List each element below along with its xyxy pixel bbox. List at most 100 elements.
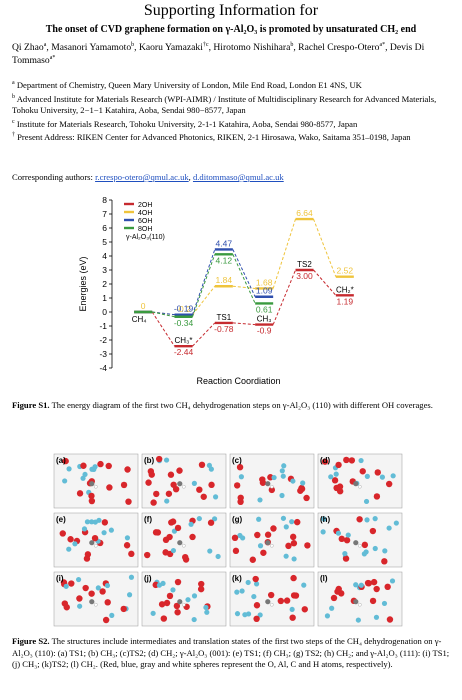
email-link[interactable]: d.ditommaso@qmul.ac.uk [192,172,284,182]
atom [88,590,95,597]
connector [192,254,216,317]
atom [123,542,131,549]
atom [156,582,163,588]
atom [335,530,342,536]
atom [234,589,240,595]
legend-label: 2OH [138,202,152,209]
atom [170,587,176,593]
atom [386,616,394,623]
y-tick-label: -1 [99,321,107,331]
atom [91,534,99,542]
atom [390,473,396,479]
atom [245,579,251,586]
atom [328,474,334,480]
atom [271,474,277,481]
state-label: CH₄ [132,315,147,324]
value-label: 0 [141,301,146,311]
atom [191,480,197,486]
panel-label: (a) [56,456,66,465]
panel-label: (g) [232,515,243,524]
atom [384,583,391,591]
atom [270,525,277,532]
value-label: -0.19 [174,304,194,314]
atom [257,497,263,503]
atom [208,481,215,489]
atom [379,474,385,480]
atom [94,484,98,489]
atom [80,462,87,469]
atom [364,517,370,523]
atom [357,484,362,489]
atom [232,547,240,555]
atom [283,524,289,530]
atom [128,550,135,558]
atom [361,541,369,549]
atom [62,478,68,484]
email-link[interactable]: r.crespo-otero@qmul.ac.uk [95,172,189,182]
atom [174,524,182,532]
atom [167,471,175,478]
affiliation-mark: c [12,118,15,125]
atom [82,471,88,478]
structure-image [141,453,227,509]
y-tick-label: 1 [102,293,107,303]
atom [77,603,83,609]
atom [189,533,196,541]
connector [232,285,256,289]
atom [170,547,177,554]
atom [198,580,205,588]
atom [173,602,181,610]
atom [204,609,210,615]
atom [102,616,110,624]
atom [300,480,306,486]
state-label: TS1 [216,313,231,322]
atom [231,534,239,542]
affiliation: † Present Address: RIKEN Center for Adva… [12,132,450,144]
atom [72,541,78,547]
atom [289,519,295,525]
atom [181,602,186,607]
authors: Qi Zhaoa, Masanori Yamamotob, Kaoru Yama… [12,41,450,67]
connector [192,285,216,316]
author-mark: †c [202,41,209,48]
atom [188,521,194,527]
atom [342,555,350,562]
atom [364,473,370,479]
atom [163,599,171,607]
affiliation-text: Institute for Materials Research, Tohoku… [16,118,358,129]
atom [290,478,296,484]
atom [336,483,344,490]
atom [335,461,342,469]
atom [80,475,86,481]
affiliation: b Advanced Institute for Materials Resea… [12,94,450,117]
panel-label: (f) [144,515,152,524]
atom [358,457,364,464]
atom [155,455,163,463]
atom [256,516,262,522]
caption-label: Figure S2. [12,636,50,646]
atom [182,553,189,561]
value-label: -0.2 [176,304,191,314]
atom [363,498,370,505]
atom [254,581,260,587]
atom [353,481,359,487]
state-label: CH₂* [336,285,354,294]
atom [245,611,252,617]
atom [177,540,183,546]
atom [120,605,127,613]
author-name: Hirotomo Nishihara [213,42,291,53]
atom [237,532,243,539]
atom [343,456,350,464]
atom [105,462,112,470]
atom [338,535,345,543]
atom [348,457,356,464]
author-mark: b [131,41,135,48]
atom [289,606,295,613]
atom [269,602,274,607]
value-label: -2.44 [174,347,194,357]
atom [249,556,256,563]
atom [197,585,205,593]
atom [124,466,131,473]
header: Supporting Information for [143,2,319,19]
